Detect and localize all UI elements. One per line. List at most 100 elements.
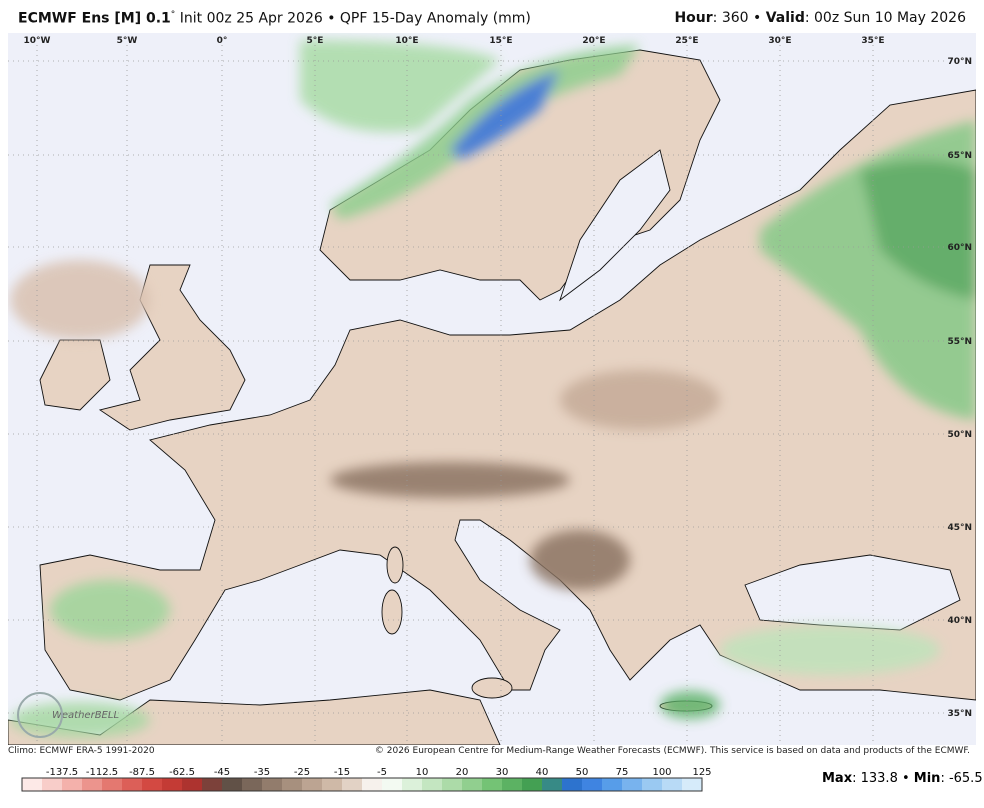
colorbar-swatch [242,778,262,791]
colorbar-swatch [222,778,242,791]
colorbar-label: -137.5 [46,767,78,778]
colorbar-swatch [482,778,502,791]
min-label: Min [913,771,941,786]
lat-label: 50°N [947,430,972,440]
continent [39,89,976,701]
lat-label: 55°N [947,337,972,347]
max-label: Max [822,771,853,786]
lat-label: 45°N [947,523,972,533]
colorbar-label: 10 [416,767,429,778]
colorbar-swatch [42,778,62,791]
lat-label: 65°N [947,151,972,161]
colorbar-swatch [662,778,682,791]
colorbar-swatch [262,778,282,791]
dark-alps [330,462,570,498]
colorbar-swatch [142,778,162,791]
hour-label: Hour [674,10,713,26]
green-north-sea [300,40,500,132]
colorbar-label: 125 [692,767,711,778]
great-britain [98,264,246,431]
green-africa [10,702,150,738]
colorbar-swatch [162,778,182,791]
blue-norway [450,70,560,160]
lat-label: 70°N [947,57,972,67]
valid-value: : 00z Sun 10 May 2026 [804,10,966,26]
colorbar-label: -25 [294,767,310,778]
colorbar-label: -112.5 [86,767,118,778]
green-crete [660,691,720,719]
colorbar-swatch [682,778,702,791]
colorbar-label: -15 [334,767,350,778]
max-value: : 133.8 • [852,771,914,786]
colorbar-label: -45 [214,767,230,778]
climo: Climo: ECMWF ERA-5 1991-2020 [8,746,155,756]
colorbar-swatch [542,778,562,791]
colorbar-swatch [442,778,462,791]
lat-label: 40°N [947,616,972,626]
black-sea [744,554,961,631]
copyright: © 2026 European Centre for Medium-Range … [374,746,970,756]
sardinia [381,589,403,635]
brown-atlantic [10,260,150,340]
green-turkey [720,625,940,675]
colorbar-swatch [382,778,402,791]
colorbar: -137.5 -112.5 -87.5 -62.5 -45 -35 -25 -15 -5 10 20… [21,767,712,792]
colorbar-frame [21,777,703,792]
header-right: Hour: 360 • Valid: 00z Sun 10 May 2026 [674,10,966,26]
colorbar-swatch [202,778,222,791]
colorbar-swatch [582,778,602,791]
darkgreen-russia [860,160,976,300]
colorbar-swatch [302,778,322,791]
colorbar-swatch [282,778,302,791]
colorbar-swatch [82,778,102,791]
colorbar-swatch [462,778,482,791]
lon-label: 5°W [117,36,138,46]
lon-label: 5°E [307,36,324,46]
description: Init 00z 25 Apr 2026 • QPF 15-Day Anomal… [175,10,531,27]
lon-label: 35°E [861,36,884,46]
colorbar-swatch [342,778,362,791]
graticule [8,45,945,745]
dark-balkans [530,530,630,590]
colorbar-swatch [122,778,142,791]
colorbar-swatch [522,778,542,791]
colorbar-label: 100 [652,767,671,778]
colorbar-label: -62.5 [169,767,195,778]
dark-poland [560,370,720,430]
lon-label: 0° [217,36,228,46]
colorbar-label: 20 [456,767,469,778]
lon-label: 10°W [24,36,51,46]
stats: Max: 133.8 • Min: -65.5 [822,771,983,786]
colorbar-swatch [22,778,42,791]
watermark-logo [17,692,63,738]
degree: ° [170,10,176,20]
watermark: WeatherBELL [52,710,119,721]
colorbar-label: 50 [576,767,589,778]
colorbar-swatch [182,778,202,791]
colorbar-swatch [362,778,382,791]
colorbar-label: -35 [254,767,270,778]
lat-label: 60°N [947,243,972,253]
lat-label: 35°N [947,709,972,719]
lon-label: 20°E [582,36,605,46]
gulf-of-bothnia [559,149,671,302]
colorbar-label: 30 [496,767,509,778]
valid-label: Valid [765,10,805,26]
colorbar-swatch [602,778,622,791]
lon-label: 30°E [768,36,791,46]
colorbar-label: 75 [616,767,629,778]
colorbar-label: -5 [377,767,387,778]
ireland [39,339,111,411]
colorbar-swatch [622,778,642,791]
header-left: ECMWF Ens [M] 0.1° Init 00z 25 Apr 2026 … [18,10,531,27]
sicily [471,677,513,699]
colorbar-swatch [322,778,342,791]
lon-label: 15°E [489,36,512,46]
lon-label: 25°E [675,36,698,46]
colorbar-swatch [502,778,522,791]
colorbar-swatch [422,778,442,791]
min-value: : -65.5 [940,771,983,786]
map: WeatherBELL 10°W 5°W 0° 5°E 10°E 15°E 20°E 25°E… [8,33,976,745]
colorbar-swatch [102,778,122,791]
